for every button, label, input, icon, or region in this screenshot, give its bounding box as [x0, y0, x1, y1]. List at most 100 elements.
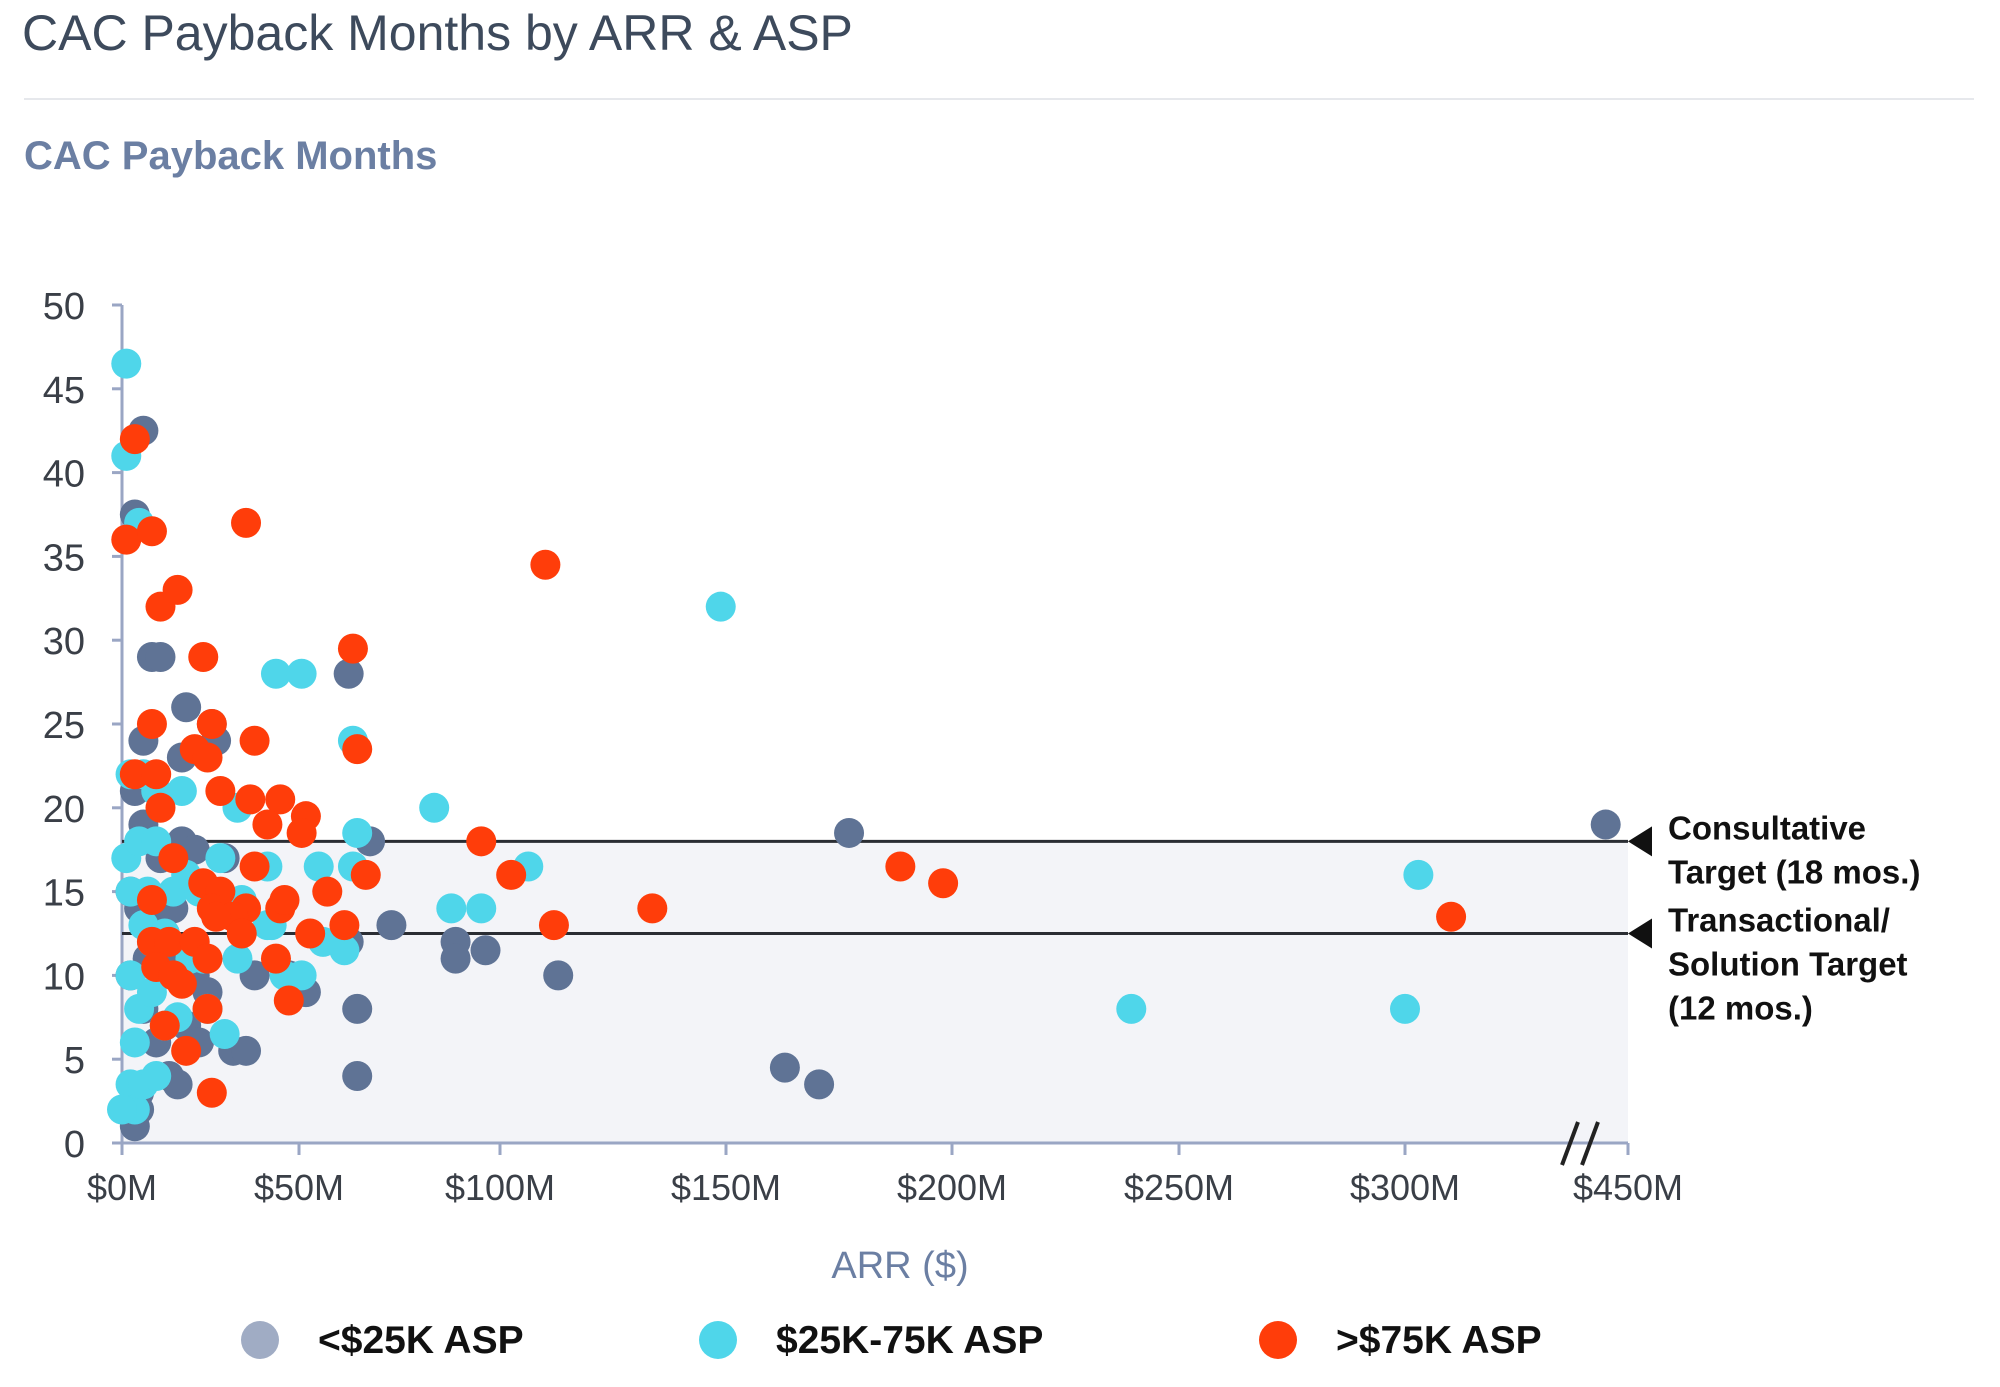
- axes: 0 5 10 15 20 25 30 35 40 45 50 $0M $50M $100M $150M $20…: [43, 286, 1683, 1287]
- legend-label: $25K-75K ASP: [776, 1319, 1043, 1362]
- data-point: [162, 574, 193, 605]
- y-tick-label: 0: [64, 1124, 85, 1166]
- x-tick-label: $300M: [1350, 1167, 1460, 1208]
- data-point: [804, 1069, 835, 1100]
- data-point: [107, 1094, 137, 1125]
- x-tick-label: $450M: [1573, 1167, 1683, 1208]
- data-points: [107, 348, 1621, 1142]
- data-point: [239, 725, 270, 756]
- scatter-chart: 0 5 10 15 20 25 30 35 40 45 50 $0M $50M $100M $150M $20…: [43, 286, 1921, 1362]
- data-point: [342, 734, 373, 765]
- legend-label: <$25K ASP: [318, 1319, 524, 1362]
- data-point: [286, 658, 317, 689]
- data-point: [273, 985, 304, 1016]
- data-point: [260, 943, 291, 974]
- data-point: [171, 692, 202, 723]
- data-point: [136, 884, 167, 915]
- data-point: [333, 658, 364, 689]
- data-point: [154, 926, 185, 957]
- data-point: [265, 784, 296, 815]
- data-point: [201, 901, 232, 932]
- data-point: [705, 591, 736, 622]
- data-point: [192, 993, 223, 1024]
- data-point: [119, 1027, 150, 1058]
- y-tick-label: 40: [43, 454, 85, 496]
- data-point: [196, 1077, 227, 1108]
- data-point: [342, 817, 373, 848]
- data-point: [470, 935, 501, 966]
- data-point: [136, 709, 167, 739]
- data-point: [329, 935, 360, 966]
- data-point: [260, 658, 291, 689]
- y-tick-label: 50: [43, 286, 85, 328]
- data-point: [419, 792, 450, 823]
- data-point: [538, 910, 569, 941]
- data-point: [231, 1035, 262, 1066]
- axis-break-mark: [1580, 1121, 1600, 1166]
- data-point: [295, 918, 326, 949]
- data-point: [205, 843, 236, 874]
- data-point: [496, 859, 527, 890]
- data-point: [769, 1052, 800, 1083]
- data-point: [543, 960, 574, 991]
- x-tick-label: $50M: [254, 1167, 344, 1208]
- data-point: [530, 549, 561, 580]
- reference-label: Solution Target: [1668, 946, 1908, 983]
- data-point: [1590, 809, 1621, 840]
- data-point: [188, 641, 219, 672]
- data-point: [1390, 993, 1420, 1024]
- data-point: [466, 826, 497, 857]
- data-point: [637, 893, 668, 924]
- data-point: [209, 1019, 240, 1050]
- data-point: [376, 910, 407, 941]
- reference-label: Consultative: [1668, 809, 1866, 846]
- data-point: [440, 943, 471, 974]
- data-point: [222, 943, 253, 974]
- data-point: [166, 968, 197, 999]
- y-tick-label: 30: [43, 621, 85, 663]
- x-tick-label: $100M: [445, 1167, 555, 1208]
- data-point: [1403, 859, 1434, 890]
- data-point: [286, 817, 317, 848]
- page-title: CAC Payback Months by ARR & ASP: [22, 5, 853, 61]
- data-point: [145, 792, 176, 823]
- x-tick-label: $200M: [897, 1167, 1007, 1208]
- x-tick-label: $250M: [1124, 1167, 1234, 1208]
- data-point: [342, 1060, 373, 1091]
- reference-label: Transactional/: [1668, 902, 1890, 939]
- legend-label: >$75K ASP: [1336, 1319, 1542, 1362]
- y-tick-label: 10: [43, 956, 85, 998]
- data-point: [115, 960, 146, 991]
- data-point: [205, 776, 236, 807]
- data-point: [145, 641, 176, 672]
- data-point: [136, 516, 167, 547]
- data-point: [149, 1010, 180, 1041]
- data-point: [119, 759, 150, 790]
- y-tick-label: 20: [43, 789, 85, 831]
- y-tick-label: 5: [64, 1040, 85, 1082]
- data-point: [196, 709, 227, 739]
- reference-arrow: [1628, 826, 1652, 857]
- y-tick-label: 25: [43, 705, 85, 747]
- data-point: [928, 868, 959, 899]
- data-point: [312, 876, 343, 907]
- reference-label: (12 mos.): [1668, 990, 1813, 1027]
- data-point: [141, 1060, 172, 1091]
- y-tick-label: 35: [43, 537, 85, 579]
- data-point: [436, 893, 467, 924]
- data-point: [119, 424, 150, 455]
- target-band: [122, 841, 1628, 1143]
- reference-label: Target (18 mos.): [1668, 853, 1920, 890]
- data-point: [286, 960, 317, 991]
- data-point: [192, 943, 223, 974]
- title-divider: [24, 98, 1974, 100]
- data-point: [342, 993, 373, 1024]
- data-point: [192, 742, 223, 773]
- y-tick-label: 15: [43, 873, 85, 915]
- data-point: [171, 1035, 202, 1066]
- legend-marker: [699, 1321, 737, 1359]
- reference-labels: Consultative Target (18 mos.) Transactiona…: [1628, 809, 1920, 1027]
- data-point: [166, 776, 197, 807]
- x-tick-label: $0M: [87, 1167, 157, 1208]
- data-point: [252, 809, 283, 840]
